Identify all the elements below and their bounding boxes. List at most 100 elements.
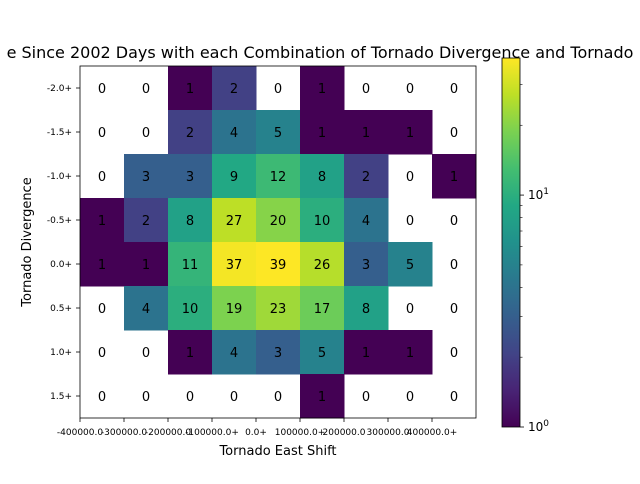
cell-value-label: 11 bbox=[182, 258, 199, 273]
cell-value-label: 0 bbox=[142, 346, 150, 361]
heatmap-cell bbox=[256, 110, 301, 155]
heatmap-cell bbox=[344, 198, 389, 243]
x-tick-label: 100000.0+ bbox=[275, 428, 325, 438]
heatmap-cell bbox=[432, 154, 477, 199]
y-tick-label: 0.5+ bbox=[50, 304, 72, 314]
heatmap-cell bbox=[344, 286, 389, 331]
cell-value-label: 2 bbox=[186, 126, 194, 141]
cell-value-label: 5 bbox=[274, 126, 282, 141]
cell-value-label: 1 bbox=[318, 82, 326, 97]
heatmap-cell bbox=[256, 330, 301, 375]
cell-value-label: 0 bbox=[98, 390, 106, 405]
cell-value-label: 0 bbox=[406, 214, 414, 229]
heatmap-cell bbox=[124, 242, 169, 287]
cell-value-label: 0 bbox=[142, 390, 150, 405]
cell-value-label: 0 bbox=[406, 170, 414, 185]
cell-value-label: 17 bbox=[314, 302, 331, 317]
cell-value-label: 1 bbox=[318, 390, 326, 405]
heatmap-cell bbox=[212, 242, 257, 287]
heatmap-cell bbox=[124, 154, 169, 199]
cell-value-label: 0 bbox=[450, 126, 458, 141]
cell-value-label: 2 bbox=[230, 82, 238, 97]
y-tick-label: -1.5+ bbox=[47, 128, 72, 138]
cell-value-label: 2 bbox=[142, 214, 150, 229]
cell-value-label: 39 bbox=[270, 258, 287, 273]
x-tick-label: 200000.0 bbox=[323, 428, 366, 438]
cell-value-label: 8 bbox=[362, 302, 370, 317]
heatmap-cell bbox=[212, 198, 257, 243]
cell-value-label: 3 bbox=[186, 170, 194, 185]
heatmap-cell bbox=[168, 66, 213, 111]
cell-value-label: 9 bbox=[230, 170, 238, 185]
cell-value-label: 1 bbox=[186, 346, 194, 361]
cell-value-label: 0 bbox=[98, 170, 106, 185]
x-tick-label: 400000.0+ bbox=[407, 428, 457, 438]
cell-value-label: 0 bbox=[186, 390, 194, 405]
heatmap-cell bbox=[168, 154, 213, 199]
cell-value-label: 0 bbox=[362, 82, 370, 97]
heatmap-cells bbox=[80, 66, 477, 419]
cell-value-label: 0 bbox=[142, 126, 150, 141]
cell-value-label: 3 bbox=[142, 170, 150, 185]
cell-value-label: 0 bbox=[362, 390, 370, 405]
cell-value-label: 3 bbox=[362, 258, 370, 273]
cell-value-label: 0 bbox=[274, 390, 282, 405]
heatmap-cell bbox=[212, 286, 257, 331]
y-tick-label: -1.0+ bbox=[47, 172, 72, 182]
heatmap-cell bbox=[168, 110, 213, 155]
heatmap-cell bbox=[388, 330, 433, 375]
cell-value-label: 1 bbox=[98, 258, 106, 273]
heatmap-cell bbox=[256, 198, 301, 243]
heatmap-cell bbox=[168, 286, 213, 331]
heatmap-cell bbox=[168, 330, 213, 375]
cell-value-label: 4 bbox=[362, 214, 370, 229]
colorbar-tick-label: 101 bbox=[528, 187, 549, 202]
x-axis-ticks: -400000.0-300000.0-200000.0-100000.0+ 0.0… bbox=[57, 418, 457, 438]
cell-value-label: 3 bbox=[274, 346, 282, 361]
cell-value-label: 0 bbox=[98, 126, 106, 141]
cell-value-label: 0 bbox=[142, 82, 150, 97]
cell-value-label: 10 bbox=[314, 214, 331, 229]
heatmap-cell bbox=[212, 110, 257, 155]
cell-value-label: 19 bbox=[226, 302, 243, 317]
y-tick-label: -0.5+ bbox=[47, 216, 72, 226]
cell-value-label: 0 bbox=[450, 346, 458, 361]
cell-value-labels: 0 0 1 2 0 1 0 0 00 0 2 4 5 1 1 1 00 3 3 9 12 8 2 0 11 2 8 27 20 10 4 0 0… bbox=[98, 82, 458, 405]
cell-value-label: 12 bbox=[270, 170, 287, 185]
cell-value-label: 20 bbox=[270, 214, 287, 229]
cell-value-label: 26 bbox=[314, 258, 331, 273]
cell-value-label: 1 bbox=[186, 82, 194, 97]
chart-title: e Since 2002 Days with each Combination … bbox=[7, 43, 634, 62]
cell-value-label: 0 bbox=[98, 302, 106, 317]
x-tick-label: -200000.0 bbox=[145, 428, 191, 438]
cell-value-label: 0 bbox=[230, 390, 238, 405]
cell-value-label: 0 bbox=[98, 82, 106, 97]
heatmap-cell bbox=[256, 242, 301, 287]
cell-value-label: 0 bbox=[274, 82, 282, 97]
heatmap-cell bbox=[212, 66, 257, 111]
cell-value-label: 4 bbox=[230, 346, 238, 361]
colorbar-gradient bbox=[502, 58, 520, 427]
heatmap-cell bbox=[124, 286, 169, 331]
cell-value-label: 0 bbox=[406, 302, 414, 317]
cell-value-label: 1 bbox=[142, 258, 150, 273]
cell-value-label: 37 bbox=[226, 258, 243, 273]
heatmap-cell bbox=[300, 374, 345, 419]
colorbar-frame bbox=[501, 57, 521, 428]
cell-value-label: 4 bbox=[230, 126, 238, 141]
heatmap-cell bbox=[388, 110, 433, 155]
heatmap-cell bbox=[388, 242, 433, 287]
cell-value-label: 0 bbox=[406, 390, 414, 405]
heatmap-cell bbox=[300, 198, 345, 243]
heatmap-cell bbox=[344, 110, 389, 155]
cell-value-label: 1 bbox=[450, 170, 458, 185]
cell-value-label: 5 bbox=[318, 346, 326, 361]
x-tick-label: 0.0+ bbox=[245, 428, 267, 438]
cell-value-label: 8 bbox=[186, 214, 194, 229]
cell-value-label: 23 bbox=[270, 302, 287, 317]
heatmap-cell bbox=[80, 198, 125, 243]
heatmap-cell bbox=[168, 242, 213, 287]
heatmap-cell bbox=[344, 154, 389, 199]
